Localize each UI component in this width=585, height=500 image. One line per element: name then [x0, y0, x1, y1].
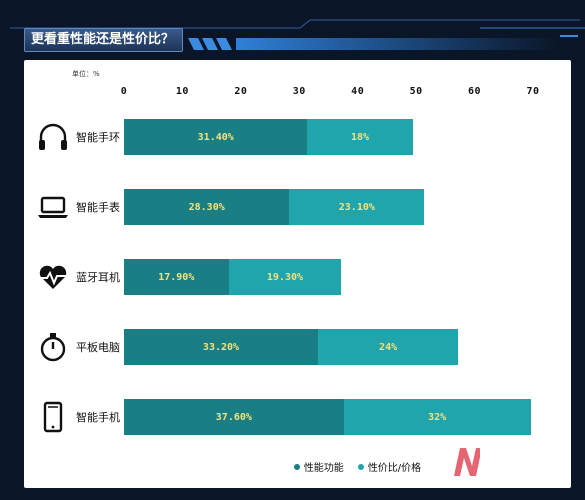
- phone-icon: [36, 400, 70, 434]
- data-label: 32%: [428, 411, 447, 423]
- category-label: 智能手表: [76, 201, 120, 214]
- legend-dot-performance: [293, 463, 300, 470]
- data-label: 19.30%: [266, 271, 304, 283]
- category-label: 智能手环: [76, 131, 120, 144]
- category-label: 智能手机: [76, 411, 120, 424]
- header-decoration: [10, 19, 585, 50]
- x-tick-label: 30: [292, 86, 306, 97]
- data-label: 24%: [379, 341, 398, 353]
- data-label: 33.20%: [202, 341, 240, 353]
- bar-value: 32%: [343, 399, 531, 435]
- legend: 性能功能 性价比/价格: [0, 459, 585, 474]
- legend-dot-value: [357, 463, 364, 470]
- x-tick-label: 10: [175, 86, 189, 97]
- x-tick-label: 60: [468, 86, 482, 97]
- data-label: 17.90%: [158, 271, 195, 283]
- bar-performance: 33.20%: [124, 329, 318, 365]
- bar-performance: 31.40%: [124, 119, 308, 155]
- category-label: 蓝牙耳机: [76, 271, 120, 284]
- bar-performance: 28.30%: [124, 189, 290, 225]
- bar-value: 19.30%: [228, 259, 342, 295]
- x-tick-label: 70: [526, 86, 540, 97]
- x-tick-label: 0: [120, 86, 128, 97]
- x-tick-label: 50: [409, 86, 423, 97]
- chart-title: 更看重性能还是性价比？: [24, 28, 184, 52]
- legend-label-value: 性价比/价格: [367, 463, 422, 474]
- stopwatch-icon: [36, 330, 70, 364]
- legend-item-performance: 性能功能: [293, 459, 344, 474]
- data-label: 23.10%: [338, 201, 375, 213]
- bar-value: 18%: [307, 119, 413, 155]
- legend-item-value: 性价比/价格: [357, 459, 422, 474]
- x-tick-label: 40: [351, 86, 365, 97]
- data-label: 37.60%: [215, 411, 252, 423]
- brand-n-icon: [454, 448, 480, 476]
- category-label: 平板电脑: [76, 341, 120, 354]
- bar-performance: 37.60%: [124, 399, 344, 435]
- data-label: 18%: [351, 131, 370, 143]
- legend-label-performance: 性能功能: [303, 463, 344, 474]
- bar-value: 24%: [317, 329, 459, 365]
- brand-logo: [452, 444, 572, 480]
- data-label: 31.40%: [197, 131, 234, 143]
- bar-value: 23.10%: [289, 189, 425, 225]
- headphones-icon: [36, 120, 70, 154]
- data-label: 28.30%: [188, 201, 225, 213]
- bar-performance: 17.90%: [124, 259, 229, 295]
- heart-pulse-icon: [36, 260, 70, 294]
- header: 更看重性能还是性价比？: [0, 0, 585, 60]
- laptop-icon: [36, 190, 70, 224]
- unit-label: 单位：%: [72, 70, 100, 78]
- x-tick-label: 20: [234, 86, 248, 97]
